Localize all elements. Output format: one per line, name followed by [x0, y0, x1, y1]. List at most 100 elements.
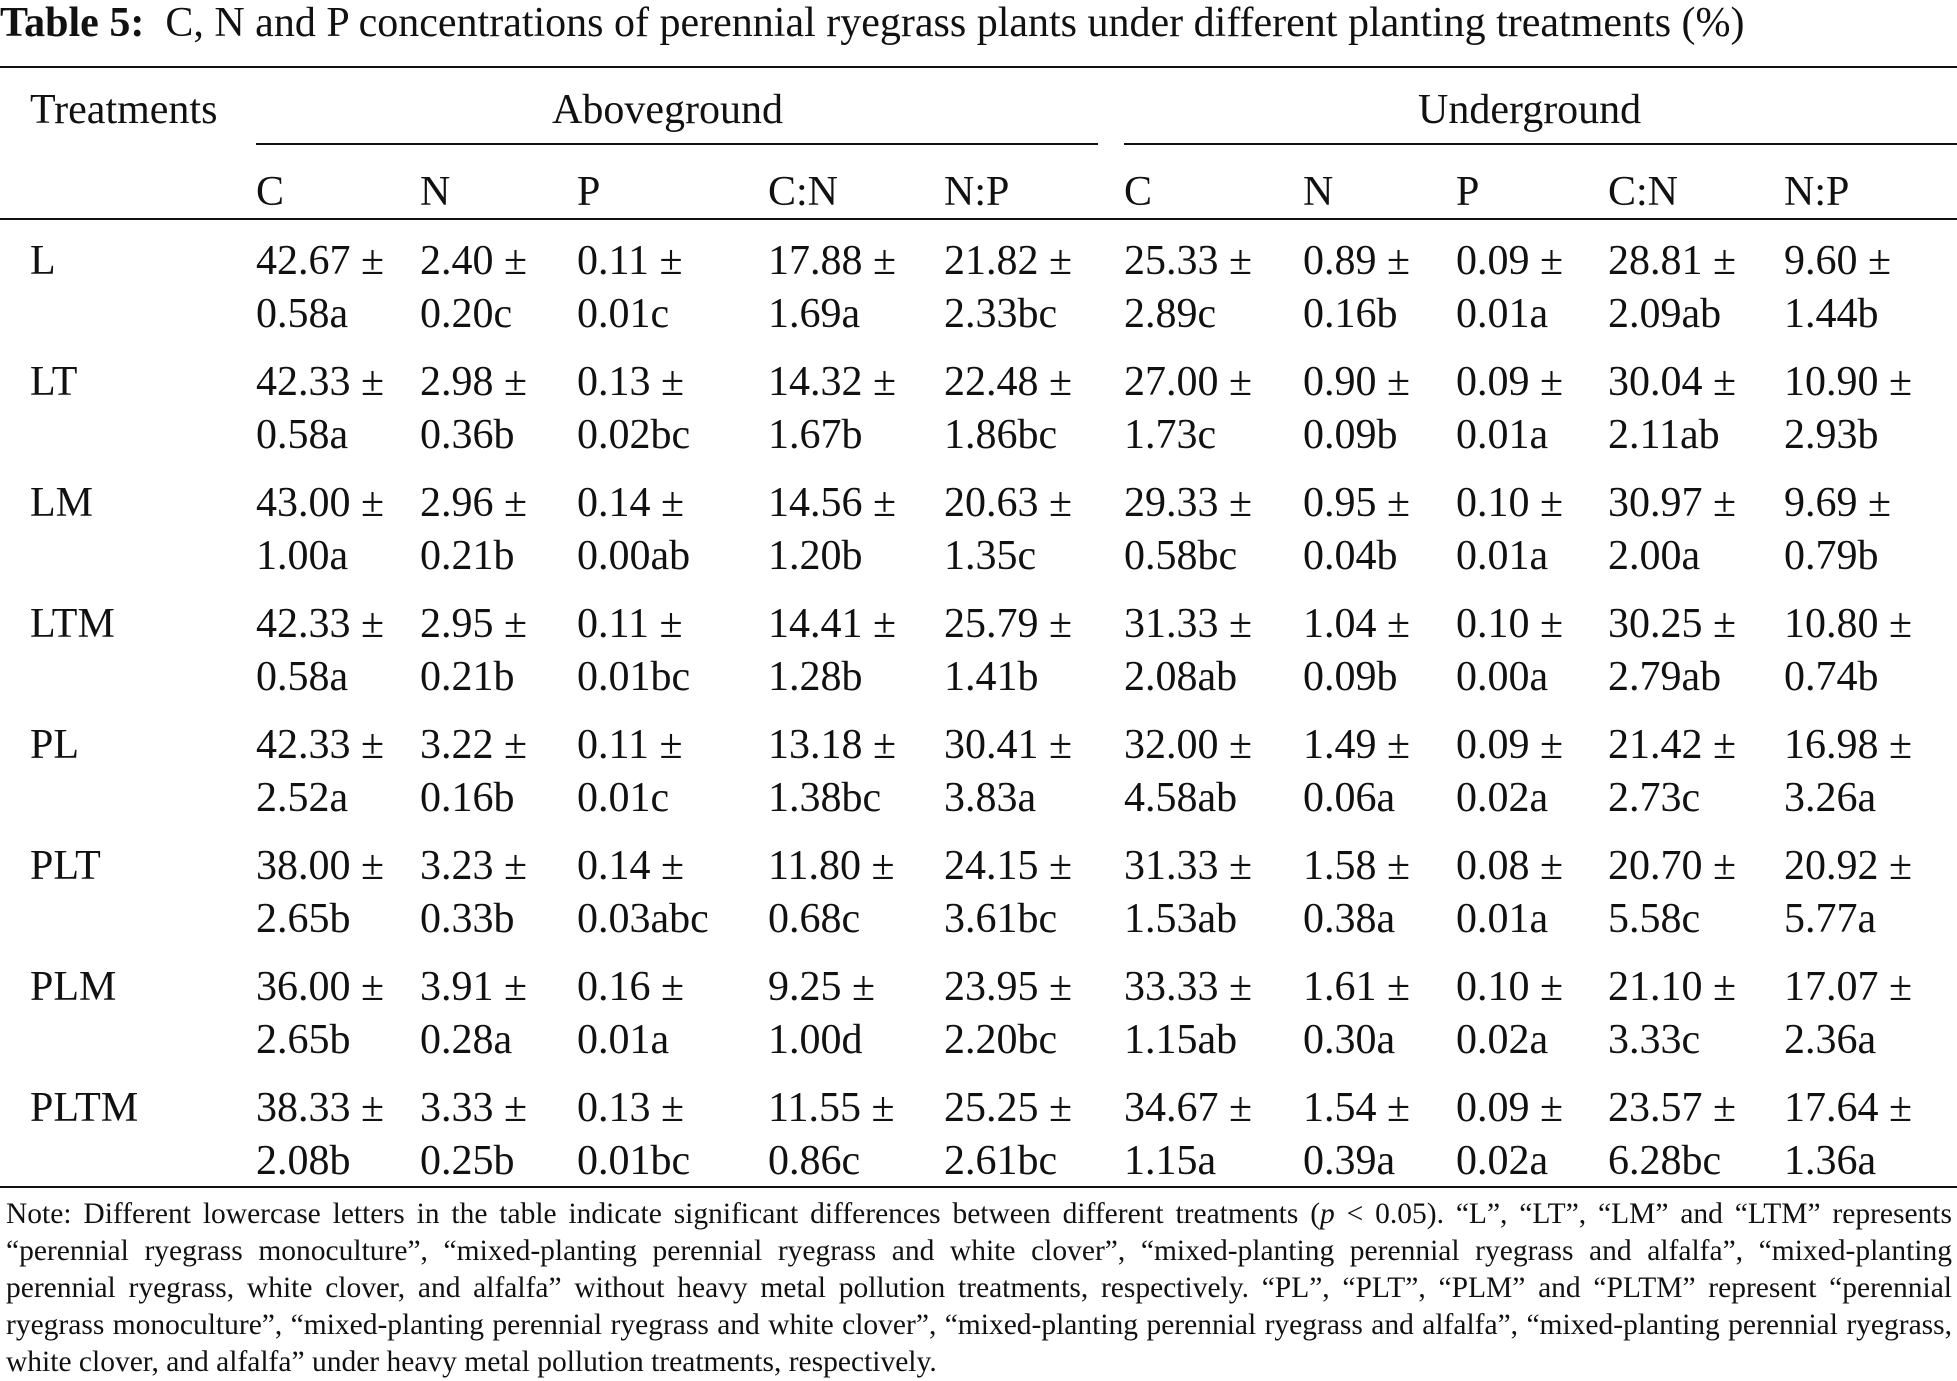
- mean-value: 20.92 ±: [1784, 843, 1913, 889]
- mean-value: 3.33 ±: [420, 1085, 528, 1131]
- sd-value: 4.58ab: [1124, 775, 1238, 821]
- top-rule: [0, 66, 1957, 68]
- table-caption-text: C, N and P concentrations of perennial r…: [165, 0, 1745, 46]
- sd-value: 2.00a: [1608, 533, 1701, 579]
- sd-value: 3.61bc: [944, 896, 1058, 942]
- mean-value: 0.89 ±: [1303, 238, 1411, 284]
- mean-value: 16.98 ±: [1784, 722, 1913, 768]
- treatment-label: LM: [30, 480, 93, 526]
- sd-value: 0.01a: [577, 1017, 670, 1063]
- mean-value: 14.32 ±: [768, 359, 897, 405]
- mean-value: 0.14 ±: [577, 843, 685, 889]
- table-note: Note: Different lowercase letters in the…: [6, 1196, 1952, 1381]
- treatment-label: L: [30, 238, 56, 284]
- note-text-1: Note: Different lowercase letters in the…: [6, 1198, 1321, 1230]
- sd-value: 0.01c: [577, 775, 670, 821]
- sd-value: 1.15a: [1124, 1138, 1217, 1184]
- mean-value: 10.90 ±: [1784, 359, 1913, 405]
- treatment-label: PLT: [30, 843, 101, 889]
- mean-value: 1.49 ±: [1303, 722, 1411, 768]
- mean-value: 25.33 ±: [1124, 238, 1253, 284]
- mean-value: 0.10 ±: [1456, 480, 1564, 526]
- mean-value: 43.00 ±: [256, 480, 385, 526]
- sd-value: 0.16b: [1303, 291, 1398, 337]
- mean-value: 0.13 ±: [577, 1085, 685, 1131]
- treatment-label: LT: [30, 359, 78, 405]
- mean-value: 42.33 ±: [256, 601, 385, 647]
- sd-value: 0.06a: [1303, 775, 1396, 821]
- sd-value: 0.25b: [420, 1138, 515, 1184]
- mean-value: 30.97 ±: [1608, 480, 1737, 526]
- mean-value: 0.14 ±: [577, 480, 685, 526]
- sd-value: 0.30a: [1303, 1017, 1396, 1063]
- sd-value: 0.09b: [1303, 654, 1398, 700]
- aboveground-rule: [256, 143, 1098, 145]
- sd-value: 0.01a: [1456, 896, 1549, 942]
- mean-value: 0.10 ±: [1456, 964, 1564, 1010]
- mean-value: 13.18 ±: [768, 722, 897, 768]
- mean-value: 0.11 ±: [577, 722, 683, 768]
- sd-value: 0.00ab: [577, 533, 691, 579]
- sd-value: 0.21b: [420, 654, 515, 700]
- sd-value: 0.86c: [768, 1138, 861, 1184]
- mean-value: 0.08 ±: [1456, 843, 1564, 889]
- mean-value: 36.00 ±: [256, 964, 385, 1010]
- sd-value: 0.38a: [1303, 896, 1396, 942]
- column-header: C: [256, 169, 285, 215]
- sd-value: 3.33c: [1608, 1017, 1701, 1063]
- sd-value: 0.02bc: [577, 412, 691, 458]
- sd-value: 0.01a: [1456, 291, 1549, 337]
- mean-value: 0.16 ±: [577, 964, 685, 1010]
- mean-value: 42.67 ±: [256, 238, 385, 284]
- sd-value: 2.73c: [1608, 775, 1701, 821]
- table-caption: Table 5: C, N and P concentrations of pe…: [0, 0, 1957, 46]
- column-header: P: [577, 169, 601, 215]
- sd-value: 1.53ab: [1124, 896, 1238, 942]
- sd-value: 2.11ab: [1608, 412, 1720, 458]
- sd-value: 2.93b: [1784, 412, 1879, 458]
- sd-value: 2.79ab: [1608, 654, 1722, 700]
- sd-value: 2.08ab: [1124, 654, 1238, 700]
- mean-value: 3.23 ±: [420, 843, 528, 889]
- sd-value: 1.86bc: [944, 412, 1058, 458]
- treatment-label: LTM: [30, 601, 115, 647]
- mean-value: 0.95 ±: [1303, 480, 1411, 526]
- mean-value: 17.88 ±: [768, 238, 897, 284]
- mean-value: 34.67 ±: [1124, 1085, 1253, 1131]
- mean-value: 30.25 ±: [1608, 601, 1737, 647]
- sd-value: 0.01c: [577, 291, 670, 337]
- sd-value: 1.69a: [768, 291, 861, 337]
- mean-value: 0.13 ±: [577, 359, 685, 405]
- sd-value: 0.01bc: [577, 654, 691, 700]
- sd-value: 5.77a: [1784, 896, 1877, 942]
- mean-value: 1.58 ±: [1303, 843, 1411, 889]
- mean-value: 23.95 ±: [944, 964, 1073, 1010]
- mean-value: 30.41 ±: [944, 722, 1073, 768]
- sd-value: 2.61bc: [944, 1138, 1058, 1184]
- sd-value: 3.26a: [1784, 775, 1877, 821]
- sd-value: 1.41b: [944, 654, 1039, 700]
- sd-value: 2.09ab: [1608, 291, 1722, 337]
- mean-value: 22.48 ±: [944, 359, 1073, 405]
- sd-value: 6.28bc: [1608, 1138, 1722, 1184]
- mean-value: 27.00 ±: [1124, 359, 1253, 405]
- mean-value: 21.10 ±: [1608, 964, 1737, 1010]
- sd-value: 0.28a: [420, 1017, 513, 1063]
- sd-value: 0.02a: [1456, 1138, 1549, 1184]
- mean-value: 9.69 ±: [1784, 480, 1892, 526]
- mean-value: 38.00 ±: [256, 843, 385, 889]
- sd-value: 0.00a: [1456, 654, 1549, 700]
- underground-rule: [1124, 143, 1957, 145]
- mean-value: 0.09 ±: [1456, 1085, 1564, 1131]
- mean-value: 0.10 ±: [1456, 601, 1564, 647]
- header-bottom-rule: [0, 218, 1957, 220]
- mean-value: 0.09 ±: [1456, 359, 1564, 405]
- sd-value: 0.02a: [1456, 775, 1549, 821]
- mean-value: 24.15 ±: [944, 843, 1073, 889]
- mean-value: 11.55 ±: [768, 1085, 895, 1131]
- mean-value: 33.33 ±: [1124, 964, 1253, 1010]
- sd-value: 0.58a: [256, 291, 349, 337]
- sd-value: 1.00d: [768, 1017, 863, 1063]
- note-p-symbol: p: [1320, 1198, 1335, 1230]
- sd-value: 0.01a: [1456, 412, 1549, 458]
